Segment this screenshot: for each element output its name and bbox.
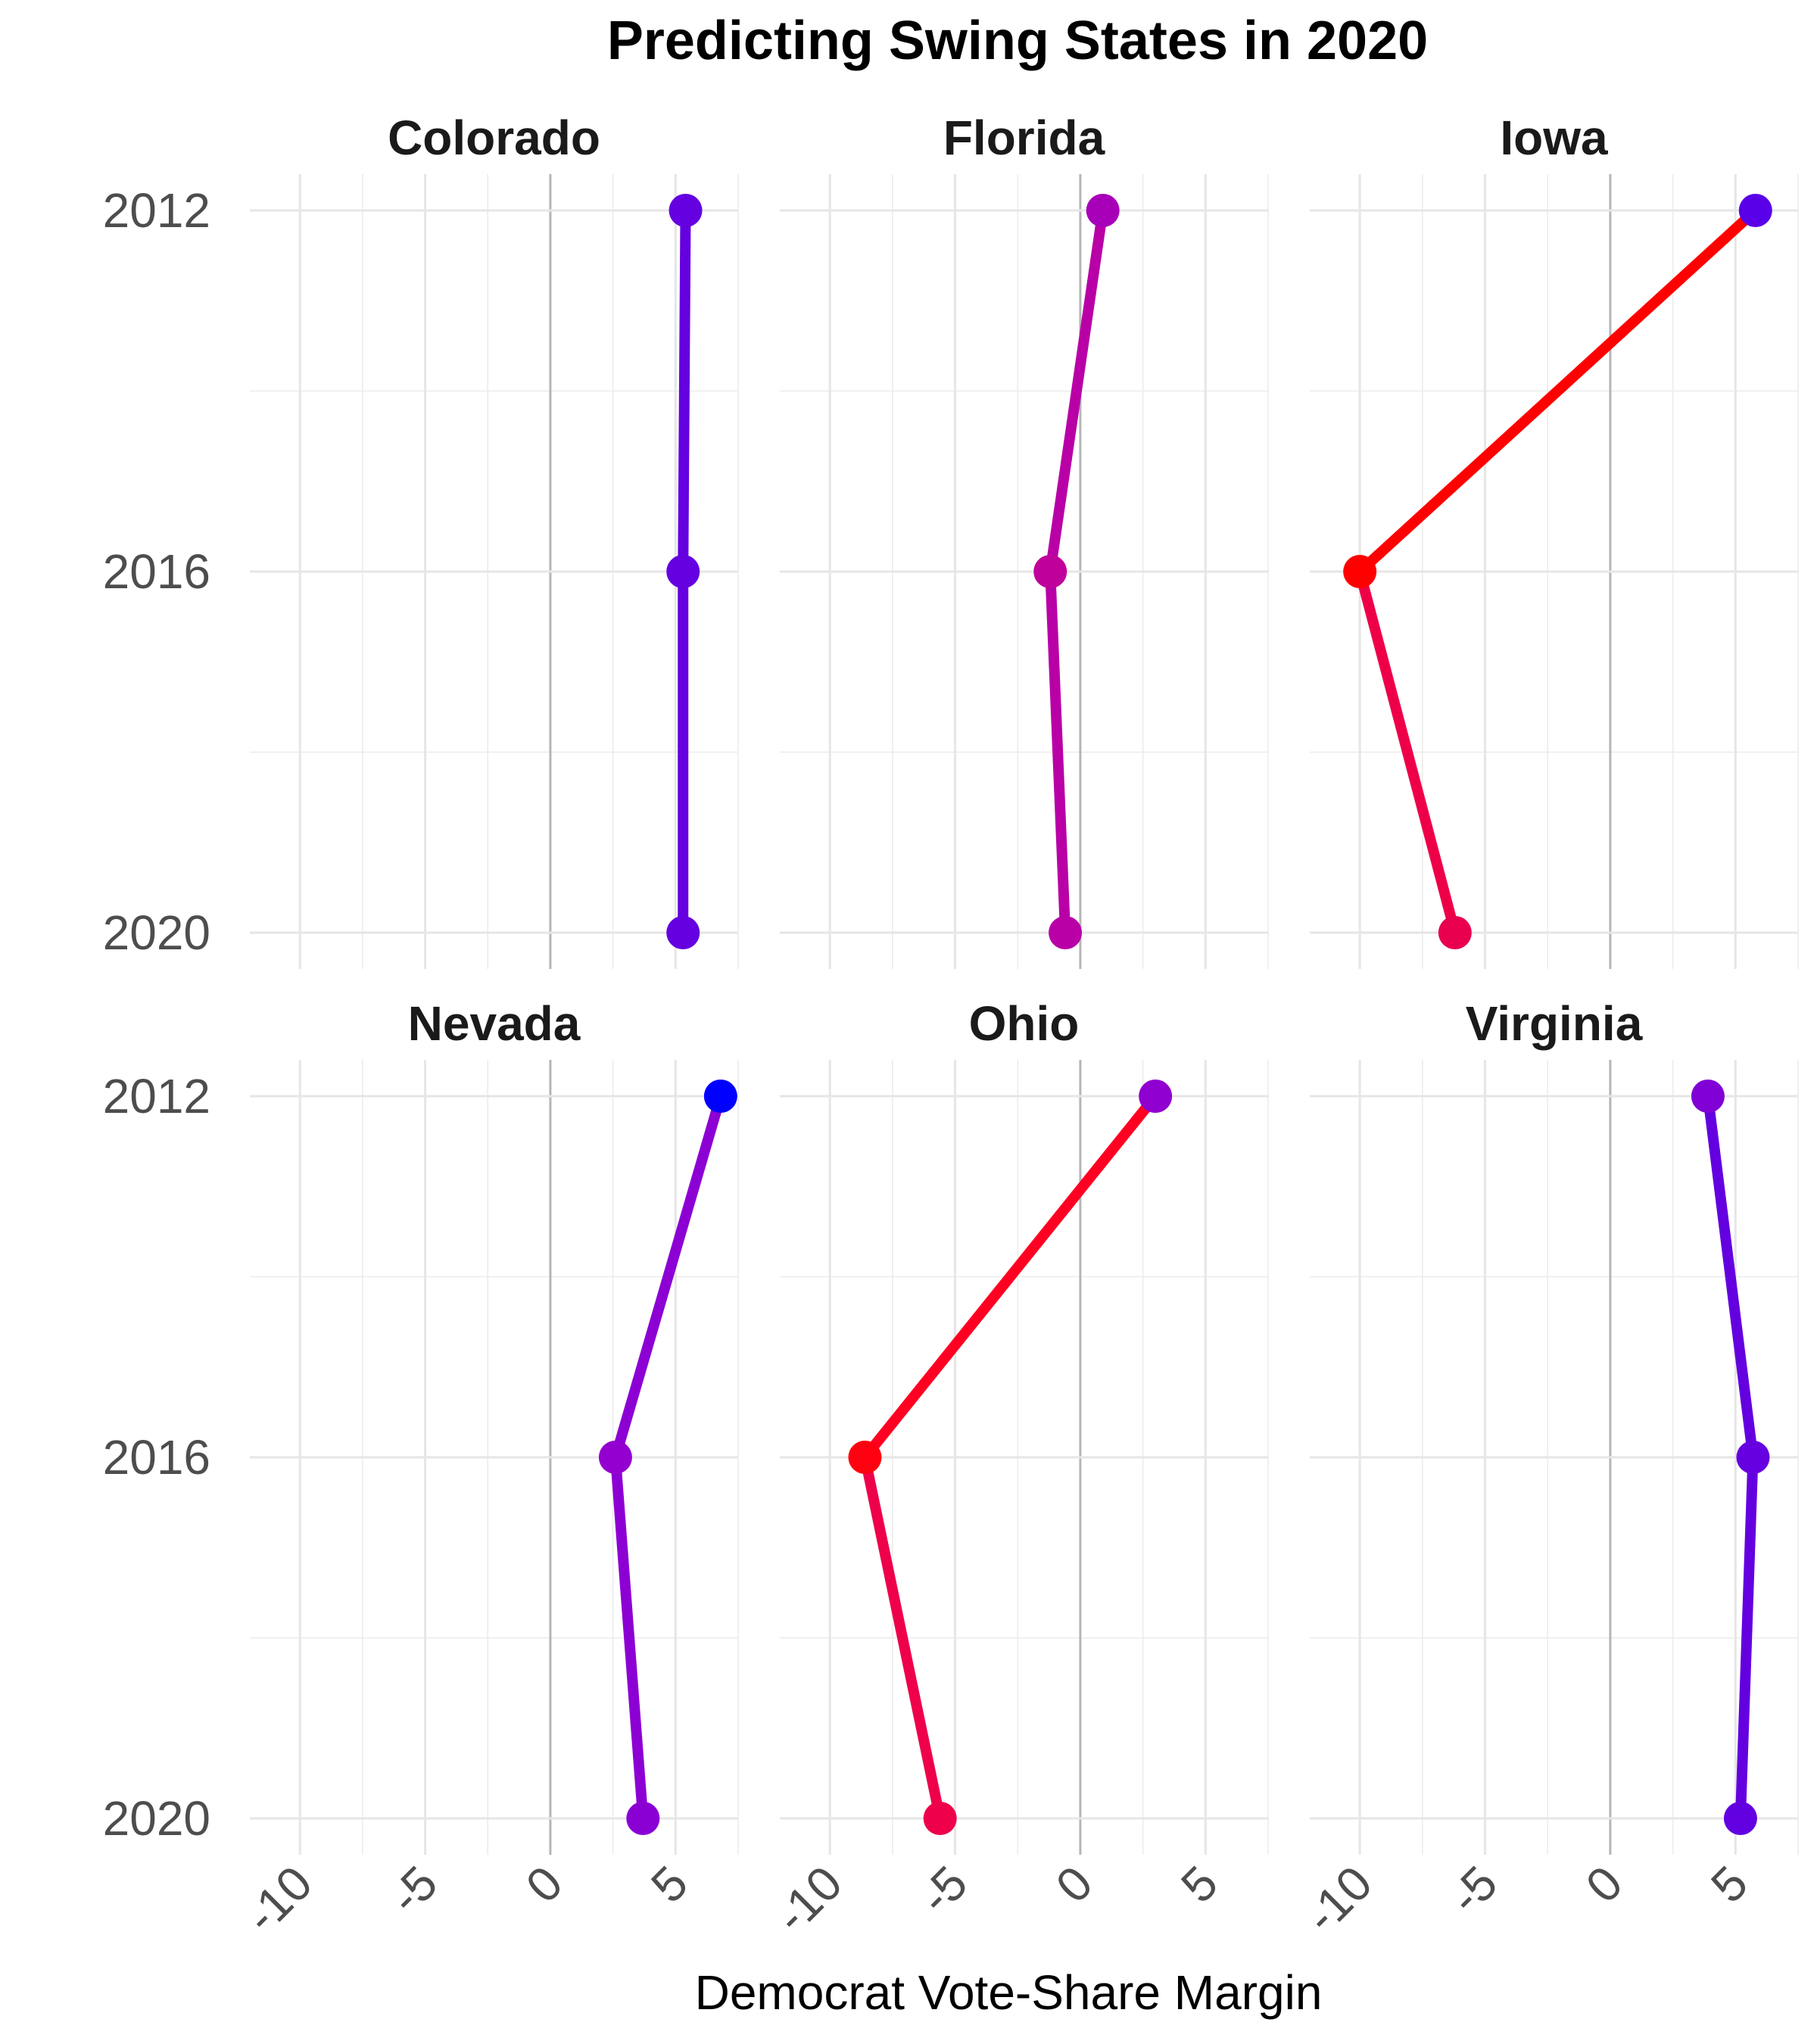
series-line-segment <box>859 1091 1161 1463</box>
series-line-segment <box>1354 205 1761 577</box>
y-tick-label: 2020 <box>103 905 210 960</box>
data-point-2012 <box>1086 194 1120 227</box>
facet-title: Colorado <box>388 111 600 165</box>
data-point-2020 <box>1723 1802 1757 1835</box>
facet-title: Virginia <box>1466 996 1643 1051</box>
series-line-segment <box>678 205 691 577</box>
data-point-2020 <box>923 1802 957 1835</box>
chart-title: Predicting Swing States in 2020 <box>607 11 1428 71</box>
x-tick-label: 5 <box>640 1855 698 1913</box>
facet-panel-virginia: Virginia -10 -5 0 5 <box>1295 996 1799 1943</box>
data-point-2012 <box>1738 194 1772 227</box>
y-tick-label: 2016 <box>103 544 210 599</box>
data-point-2020 <box>1438 916 1472 949</box>
y-tick-label: 2012 <box>103 183 210 238</box>
x-tick-label: -5 <box>908 1855 977 1924</box>
x-tick-label: -10 <box>1295 1855 1382 1943</box>
data-point-2016 <box>598 1441 632 1474</box>
series-line-segment <box>609 1452 649 1824</box>
facet-title: Nevada <box>408 996 581 1051</box>
y-tick-label: 2012 <box>103 1069 210 1123</box>
x-tick-label: -10 <box>765 1855 852 1943</box>
data-point-2016 <box>1736 1441 1770 1474</box>
data-point-2012 <box>1691 1080 1725 1113</box>
x-tick-label: -5 <box>379 1855 447 1924</box>
facet-panel-florida: Florida <box>780 111 1269 969</box>
x-tick-label: -10 <box>235 1855 323 1943</box>
data-point-2020 <box>666 916 700 949</box>
data-point-2016 <box>1343 555 1377 588</box>
facet-panel-nevada: Nevada 2012 2016 2020 -10 -5 0 5 <box>103 996 739 1943</box>
y-tick-label: 2020 <box>103 1791 210 1846</box>
series-line-segment <box>1702 1091 1759 1463</box>
series-line-segment <box>1045 566 1071 938</box>
plot-layer: Colorado 2012 2016 2020 Florida Iowa Nevada 201… <box>103 111 1799 1943</box>
series-line-segment <box>609 1091 726 1463</box>
data-point-2020 <box>1049 916 1083 949</box>
x-tick-label: 5 <box>1700 1855 1758 1913</box>
x-tick-label: -5 <box>1438 1855 1507 1924</box>
series-line-segment <box>1045 205 1108 577</box>
data-point-2012 <box>669 194 703 227</box>
data-point-2012 <box>1139 1080 1173 1113</box>
data-point-2016 <box>1033 555 1067 588</box>
data-point-2012 <box>703 1080 737 1113</box>
data-point-2020 <box>626 1802 660 1835</box>
data-point-2016 <box>848 1441 882 1474</box>
series-line-segment <box>1734 1452 1759 1824</box>
x-tick-label: 0 <box>1046 1855 1103 1913</box>
facet-panel-iowa: Iowa <box>1310 111 1799 969</box>
x-axis-label: Democrat Vote-Share Margin <box>695 1965 1323 2020</box>
x-tick-label: 0 <box>1575 1855 1633 1913</box>
x-tick-label: 0 <box>516 1855 573 1913</box>
data-point-2016 <box>666 555 700 588</box>
facet-panel-colorado: Colorado 2012 2016 2020 <box>103 111 739 969</box>
y-tick-label: 2016 <box>103 1430 210 1485</box>
series-line-segment <box>859 1452 946 1824</box>
facet-title: Ohio <box>969 996 1080 1051</box>
facet-title: Iowa <box>1500 111 1608 165</box>
series-line-segment <box>1354 566 1460 938</box>
facet-panel-ohio: Ohio -10 -5 0 5 <box>765 996 1269 1943</box>
facet-title: Florida <box>943 111 1105 165</box>
x-tick-label: 5 <box>1170 1855 1228 1913</box>
